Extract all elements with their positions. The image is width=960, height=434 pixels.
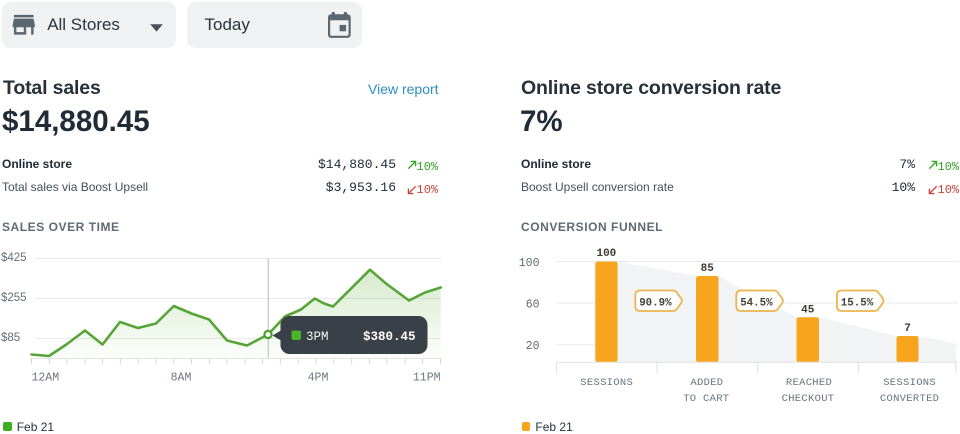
svg-text:60: 60: [526, 298, 540, 311]
svg-text:7: 7: [904, 323, 911, 335]
svg-text:CONVERTED: CONVERTED: [880, 393, 939, 405]
svg-text:SESSIONS: SESSIONS: [580, 377, 633, 389]
svg-text:85: 85: [701, 263, 715, 275]
svg-text:$255: $255: [1, 292, 27, 304]
svg-text:100: 100: [596, 248, 616, 260]
svg-text:100: 100: [519, 257, 540, 270]
svg-text:ADDED: ADDED: [690, 377, 723, 389]
svg-text:SESSIONS: SESSIONS: [883, 377, 936, 389]
svg-text:90.9%: 90.9%: [639, 297, 672, 309]
svg-text:12AM: 12AM: [32, 372, 60, 384]
svg-text:$380.45: $380.45: [363, 330, 416, 344]
svg-text:45: 45: [801, 304, 815, 316]
svg-text:3PM: 3PM: [306, 330, 329, 344]
svg-text:4PM: 4PM: [308, 372, 329, 384]
svg-text:20: 20: [526, 340, 540, 353]
svg-text:$85: $85: [1, 332, 20, 344]
svg-text:11PM: 11PM: [413, 372, 441, 384]
svg-text:CHECKOUT: CHECKOUT: [782, 393, 835, 405]
svg-text:$425: $425: [1, 252, 27, 264]
svg-text:REACHED: REACHED: [786, 377, 832, 389]
svg-text:TO CART: TO CART: [683, 393, 729, 405]
svg-text:54.5%: 54.5%: [740, 297, 773, 309]
svg-text:8AM: 8AM: [171, 372, 192, 384]
svg-text:15.5%: 15.5%: [841, 297, 874, 309]
